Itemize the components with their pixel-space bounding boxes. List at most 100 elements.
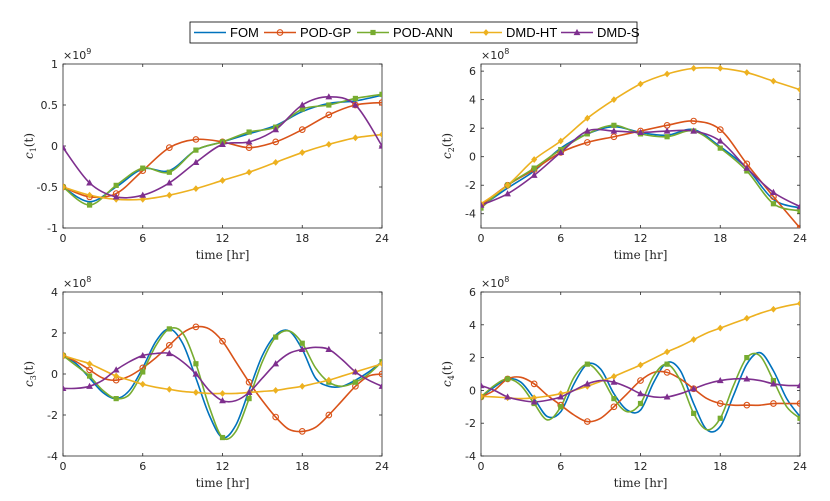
data-point-pod-gp — [716, 126, 724, 133]
data-point-pod-gp — [583, 418, 591, 425]
data-point-dmd-s — [504, 393, 511, 400]
data-point-dmd-ht — [219, 177, 226, 184]
data-point-pod-ann — [246, 396, 252, 402]
data-point-dmd-ht — [325, 376, 332, 384]
series-line-fom — [63, 94, 382, 203]
data-point-pod-ann — [379, 359, 382, 365]
data-point-pod-ann — [166, 169, 172, 175]
data-point-dmd-s — [219, 140, 226, 147]
data-point-dmd-ht — [113, 372, 120, 380]
data-point-dmd-ht — [717, 64, 724, 72]
data-point-dmd-s — [112, 366, 120, 373]
y-tick-label: 0.5 — [41, 99, 59, 112]
data-point-pod-ann — [166, 326, 172, 332]
data-point-pod-ann — [86, 373, 93, 379]
y-tick-label: 4 — [51, 286, 58, 299]
series-group — [481, 300, 800, 433]
data-point-dmd-s — [770, 188, 777, 195]
data-point-pod-ann — [584, 131, 590, 137]
data-point-pod-ann — [664, 361, 670, 367]
data-point-dmd-ht — [637, 361, 644, 369]
data-point-pod-ann — [113, 396, 119, 402]
legend-marker — [370, 29, 376, 36]
data-point-dmd-s — [530, 171, 538, 178]
data-point-pod-ann — [717, 415, 723, 421]
y-axis-label: c3(t) — [22, 361, 38, 387]
series-group — [481, 64, 800, 228]
data-point-pod-ann — [273, 334, 279, 340]
data-point-pod-ann — [584, 361, 590, 367]
data-point-dmd-ht — [139, 195, 146, 203]
y-tick-label: 6 — [469, 286, 476, 299]
legend-entry-pod-gp: POD-GP — [264, 25, 351, 40]
x-tick-label: 24 — [375, 460, 389, 473]
y-tick-label: 0 — [469, 151, 476, 164]
data-point-pod-gp — [325, 411, 333, 419]
data-point-pod-ann — [481, 205, 484, 211]
data-point-dmd-s — [352, 368, 359, 375]
data-point-dmd-s — [139, 191, 147, 198]
series-line-fom — [481, 125, 800, 209]
legend-entry-fom: FOM — [194, 25, 259, 40]
data-point-dmd-ht — [557, 137, 564, 145]
data-point-pod-ann — [770, 201, 777, 207]
x-tick-label: 12 — [634, 460, 648, 473]
series-line-pod-ann — [63, 93, 382, 206]
data-point-pod-gp — [219, 337, 226, 345]
data-point-dmd-ht — [637, 80, 644, 88]
data-point-dmd-ht — [610, 373, 617, 380]
data-point-pod-gp — [796, 400, 800, 407]
data-point-dmd-ht — [690, 64, 697, 72]
data-point-dmd-s — [663, 393, 671, 400]
data-point-dmd-ht — [63, 352, 66, 359]
y-tick-label: -2 — [465, 179, 476, 192]
data-point-pod-gp — [610, 133, 618, 141]
data-point-dmd-s — [219, 397, 226, 404]
data-point-dmd-s — [272, 360, 280, 367]
data-point-pod-ann — [744, 355, 750, 361]
data-point-pod-ann — [86, 202, 93, 208]
series-line-fom — [63, 328, 382, 439]
data-point-pod-ann — [113, 182, 119, 188]
data-point-dmd-s — [192, 158, 200, 165]
data-point-pod-gp — [378, 99, 382, 106]
series-line-dmd-ht — [481, 302, 800, 400]
data-point-pod-ann — [664, 134, 670, 140]
data-point-dmd-ht — [166, 385, 173, 393]
data-point-pod-ann — [219, 434, 226, 441]
data-point-dmd-ht — [192, 389, 199, 396]
data-point-dmd-s — [63, 144, 67, 151]
y-tick-label: 6 — [469, 65, 476, 78]
legend: FOM POD-GP POD-ANN DMD-HT DMD-S — [189, 21, 640, 44]
y-tick-label: -4 — [465, 208, 476, 221]
y-tick-label: -2 — [465, 417, 476, 430]
data-point-dmd-s — [378, 142, 382, 149]
data-point-pod-ann — [299, 106, 305, 112]
data-point-dmd-ht — [86, 191, 93, 199]
data-point-pod-gp — [690, 117, 698, 125]
y-tick-label: 0 — [469, 384, 476, 397]
axis-exponent: ×108 — [481, 47, 509, 62]
data-point-dmd-s — [637, 390, 644, 397]
x-tick-label: 18 — [713, 460, 727, 473]
data-point-pod-ann — [299, 340, 305, 346]
axis-exponent: ×108 — [63, 275, 91, 290]
x-tick-label: 6 — [139, 460, 146, 473]
y-tick-label: 0 — [51, 368, 58, 381]
data-point-pod-ann — [797, 415, 800, 421]
data-point-dmd-s — [716, 137, 724, 144]
data-point-dmd-s — [86, 382, 93, 389]
y-tick-label: -4 — [465, 450, 476, 463]
data-point-dmd-s — [610, 127, 618, 134]
data-point-dmd-ht — [531, 156, 538, 163]
data-point-dmd-ht — [504, 181, 511, 189]
data-point-dmd-s — [557, 148, 565, 156]
series-group — [63, 323, 382, 441]
data-point-dmd-s — [583, 380, 591, 387]
x-axis-label: time [hr] — [196, 476, 250, 490]
y-tick-label: 0 — [51, 140, 58, 153]
data-point-pod-gp — [272, 413, 280, 421]
y-axis-label: c4(t) — [440, 361, 456, 387]
